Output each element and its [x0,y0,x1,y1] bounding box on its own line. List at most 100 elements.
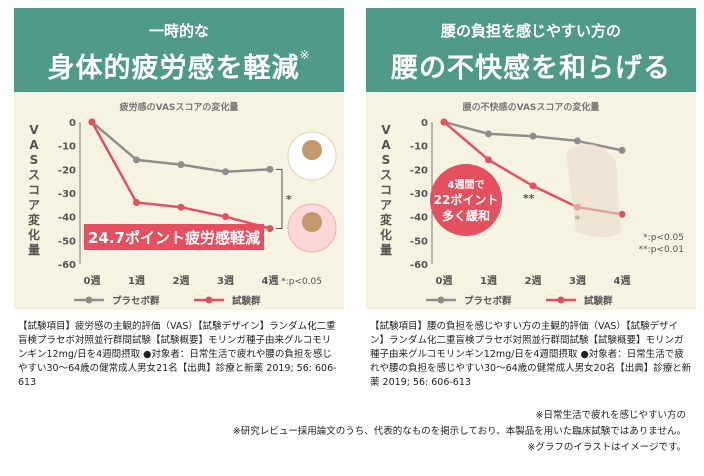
person-illustration-icon [566,144,621,237]
chart-box-fatigue: 疲労感のVASスコアの変化量 V A S スコア変化量 0 -10 -20 -30 -40 -50 -… [14,92,344,310]
y-axis-label-char: 化 [28,227,40,242]
y-tick-label: -50 [410,236,428,247]
header-main: 腰の不快感を和らげる [366,46,696,85]
data-point-test [88,118,96,126]
header-sub: 一時的な [148,22,209,40]
legend-label-test: 試験群 [584,295,613,307]
y-tick-label: -10 [58,142,76,153]
significance-note: *:p<0.05 [643,233,684,243]
y-tick-label: -20 [410,165,428,176]
y-tick-label: -60 [410,260,428,271]
data-point-test [440,118,448,126]
footnotes: ※日常生活で疲れを感じやすい方の ※研究レビュー採用論文のうち、代表的なものを掲… [233,408,686,456]
callout-text: 多く緩和 [442,208,490,223]
data-point-test [266,225,274,232]
y-axis-label-char: A [29,138,39,152]
series-line-test [90,121,271,230]
significance-star: * [286,193,292,206]
data-point-placebo [529,132,537,140]
y-tick-label: -40 [58,213,76,224]
x-tick-label: 3週 [217,275,234,287]
x-tick-label: 2週 [173,275,190,287]
y-axis-label-char: ア [380,198,392,212]
face-hair-icon [302,140,322,160]
y-tick-label: -60 [58,260,76,271]
y-axis-label-char: V [381,123,391,137]
data-point-placebo [618,146,626,154]
header-main: 身体的疲労感を軽減※ [14,46,344,85]
y-axis-label-char: 量 [380,243,392,257]
y-tick-label: 0 [421,118,428,129]
footnote-1: ※日常生活で疲れを感じやすい方の [535,410,686,421]
y-axis-label-char: V [29,123,39,137]
data-point-placebo [574,137,581,145]
y-tick-label: 0 [69,118,76,129]
legend-label-test: 試験群 [232,295,261,307]
y-axis-label-char: 変 [380,212,393,227]
legend-label-placebo: プラセボ群 [112,295,160,307]
face-hair-icon [302,212,322,232]
x-tick-label: 4週 [614,275,631,287]
data-point-test [618,210,626,218]
x-tick-label: 1週 [128,275,145,287]
legend-marker-placebo [437,296,445,304]
y-tick-label: -50 [58,236,76,247]
legend-marker-test [557,296,565,304]
y-axis-label-char: S [382,153,391,167]
caption-fatigue: 【試験項目】疲労感の主観的評価（VAS）【試験デザイン】ランダム化二重盲検プラセ… [18,321,337,388]
callout-text: 24.7ポイント疲労感軽減 [88,229,260,247]
y-axis-label-char: 変 [28,212,41,227]
x-tick-label: 2週 [525,275,542,287]
header-mark: ※ [299,48,311,62]
footnote-3: ※グラフのイラストはイメージです。 [527,442,686,453]
y-axis-label-char: 量 [28,243,40,257]
header-main-text: 腰の不快感を和らげる [391,53,671,84]
x-tick-label: 3週 [569,275,586,287]
y-tick-label: -40 [410,213,428,224]
data-point-placebo [177,161,185,169]
panel-lowback: 腰の負担を感じやすい方の 腰の不快感を和らげる 腰の不快感のVASスコアの変化量… [366,8,696,390]
header-fatigue: 一時的な 身体的疲労感を軽減※ [14,8,344,92]
caption-lowback: 【試験項目】腰の負担を感じやすい方の主観的評価（VAS）【試験デザイン】ランダム… [370,321,692,388]
legend-marker-test [205,296,213,304]
callout-text: 22ポイント [434,192,499,207]
significance-note: *:p<0.05 [281,277,322,287]
y-axis-label-char: A [381,138,391,152]
data-point-test [485,156,492,164]
legend-marker-placebo [85,296,93,304]
x-tick-label: 1週 [480,275,497,287]
chart-title: 腰の不快感のVASスコアの変化量 [462,101,600,113]
data-point-placebo [485,130,492,138]
data-point-test [133,198,140,206]
y-tick-label: -10 [410,142,428,153]
y-tick-label: -30 [58,189,76,200]
y-axis-label-char: コ [28,183,40,197]
x-tick-label: 0週 [84,275,101,287]
y-axis-label-char: ス [380,168,392,182]
significance-bracket [276,168,283,229]
legend-label-placebo: プラセボ群 [464,295,512,307]
x-tick-label: 4週 [262,275,279,287]
y-axis-label-char: S [30,153,39,167]
header-lowback: 腰の負担を感じやすい方の 腰の不快感を和らげる [366,8,696,92]
data-point-placebo [133,156,140,164]
data-point-test [529,182,537,190]
y-axis-label-char: 化 [380,227,392,242]
y-axis-label-char: コ [380,183,392,197]
y-tick-label: -20 [58,165,76,176]
y-axis-label-char: ア [28,198,40,212]
significance-marker: ** [523,192,535,205]
chart-title: 疲労感のVASスコアの変化量 [120,101,239,113]
data-point-test [222,213,229,221]
callout-text: 4週間で [448,179,485,191]
panel-fatigue: 一時的な 身体的疲労感を軽減※ 疲労感のVASスコアの変化量 V A S スコア変化量 0… [14,8,344,390]
callout-circle [430,164,502,236]
significance-note: **:p<0.01 [639,245,684,255]
callout-box [84,224,264,250]
data-point-placebo [222,168,229,176]
data-point-test [177,203,185,211]
header-main-text: 身体的疲労感を軽減 [47,53,300,84]
chart-box-lowback: 腰の不快感のVASスコアの変化量 V A S スコア変化量 0 -10 -20 -30 -40 -5… [366,92,696,310]
